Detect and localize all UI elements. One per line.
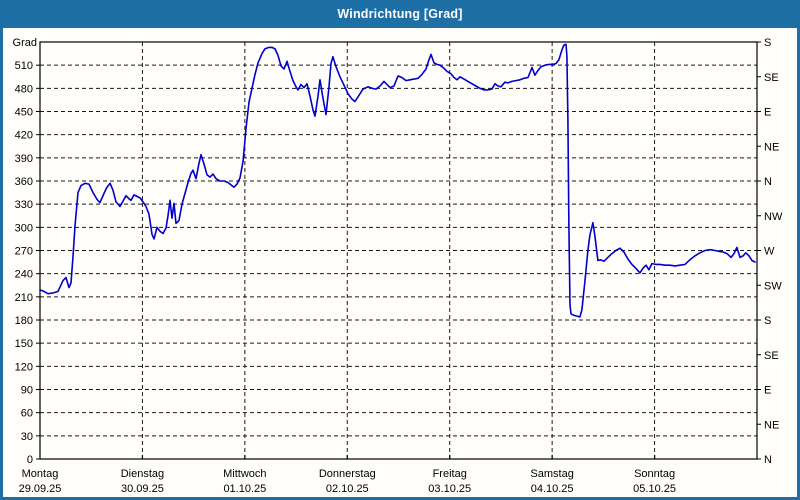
- y-axis-label-left: 90: [21, 385, 33, 397]
- y-axis-label-left: 300: [15, 222, 33, 234]
- y-axis-label-left: 450: [15, 107, 33, 119]
- y-axis-label-left: 360: [15, 176, 33, 188]
- y-axis-label-left: 30: [21, 431, 33, 443]
- date-label: 01.10.25: [223, 483, 266, 495]
- compass-label: SE: [764, 72, 779, 84]
- compass-label: E: [764, 107, 771, 119]
- y-axis-label-left: 510: [15, 60, 33, 72]
- y-axis-label-left: 60: [21, 408, 33, 420]
- compass-label: NE: [764, 141, 779, 153]
- compass-label: S: [764, 37, 771, 49]
- y-axis-label-left: 180: [15, 315, 33, 327]
- compass-label: E: [764, 385, 771, 397]
- compass-label: W: [764, 246, 775, 258]
- y-axis-label-left: 240: [15, 269, 33, 281]
- y-axis-label-left: 0: [27, 454, 33, 466]
- y-axis-title: Grad: [13, 37, 37, 49]
- compass-label: SE: [764, 350, 779, 362]
- y-axis-label-left: 210: [15, 292, 33, 304]
- window-title: Windrichtung [Grad]: [337, 7, 463, 21]
- date-label: 04.10.25: [531, 483, 574, 495]
- date-label: 02.10.25: [326, 483, 369, 495]
- date-label: 29.09.25: [19, 483, 62, 495]
- day-label: Samstag: [530, 468, 573, 480]
- y-axis-label-left: 330: [15, 199, 33, 211]
- compass-label: NW: [764, 211, 783, 223]
- y-axis-label-left: 270: [15, 246, 33, 258]
- y-axis-label-left: 480: [15, 83, 33, 95]
- day-label: Montag: [22, 468, 59, 480]
- date-label: 30.09.25: [121, 483, 164, 495]
- day-label: Donnerstag: [319, 468, 376, 480]
- data-line-windrichtung: [39, 43, 756, 318]
- y-axis-label-left: 120: [15, 361, 33, 373]
- y-axis-label-left: 390: [15, 153, 33, 165]
- y-axis-label-left: 150: [15, 338, 33, 350]
- date-label: 05.10.25: [633, 483, 676, 495]
- date-label: 03.10.25: [428, 483, 471, 495]
- y-axis-label-left: 420: [15, 130, 33, 142]
- day-label: Mittwoch: [223, 468, 266, 480]
- day-label: Sonntag: [634, 468, 675, 480]
- compass-label: S: [764, 315, 771, 327]
- compass-label: NE: [764, 419, 779, 431]
- day-label: Freitag: [433, 468, 467, 480]
- day-label: Dienstag: [121, 468, 164, 480]
- compass-label: N: [764, 454, 772, 466]
- title-bar: Windrichtung [Grad]: [0, 0, 800, 28]
- compass-label: N: [764, 176, 772, 188]
- compass-label: SW: [764, 280, 782, 292]
